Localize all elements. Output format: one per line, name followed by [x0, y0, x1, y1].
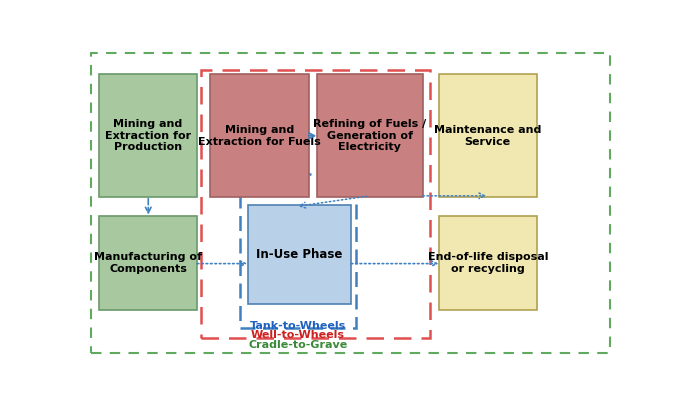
FancyBboxPatch shape — [438, 74, 537, 197]
Text: Well-to-Wheels: Well-to-Wheels — [251, 330, 345, 340]
Text: Cradle-to-Grave: Cradle-to-Grave — [249, 340, 347, 350]
FancyBboxPatch shape — [247, 205, 351, 304]
FancyBboxPatch shape — [99, 74, 197, 197]
FancyBboxPatch shape — [316, 74, 423, 197]
Text: Mining and
Extraction for Fuels: Mining and Extraction for Fuels — [198, 125, 321, 146]
Text: Tank-to-Wheels: Tank-to-Wheels — [250, 321, 346, 331]
Text: Mining and
Extraction for
Production: Mining and Extraction for Production — [105, 119, 191, 152]
Bar — [240, 174, 356, 328]
FancyBboxPatch shape — [438, 216, 537, 310]
Text: Maintenance and
Service: Maintenance and Service — [434, 125, 541, 146]
Text: End-of-life disposal
or recycling: End-of-life disposal or recycling — [427, 252, 548, 274]
Text: In-Use Phase: In-Use Phase — [256, 248, 342, 261]
Text: Manufacturing of
Components: Manufacturing of Components — [94, 252, 202, 274]
Text: Refining of Fuels /
Generation of
Electricity: Refining of Fuels / Generation of Electr… — [313, 119, 426, 152]
FancyBboxPatch shape — [210, 74, 308, 197]
FancyBboxPatch shape — [99, 216, 197, 310]
Bar — [201, 70, 429, 338]
